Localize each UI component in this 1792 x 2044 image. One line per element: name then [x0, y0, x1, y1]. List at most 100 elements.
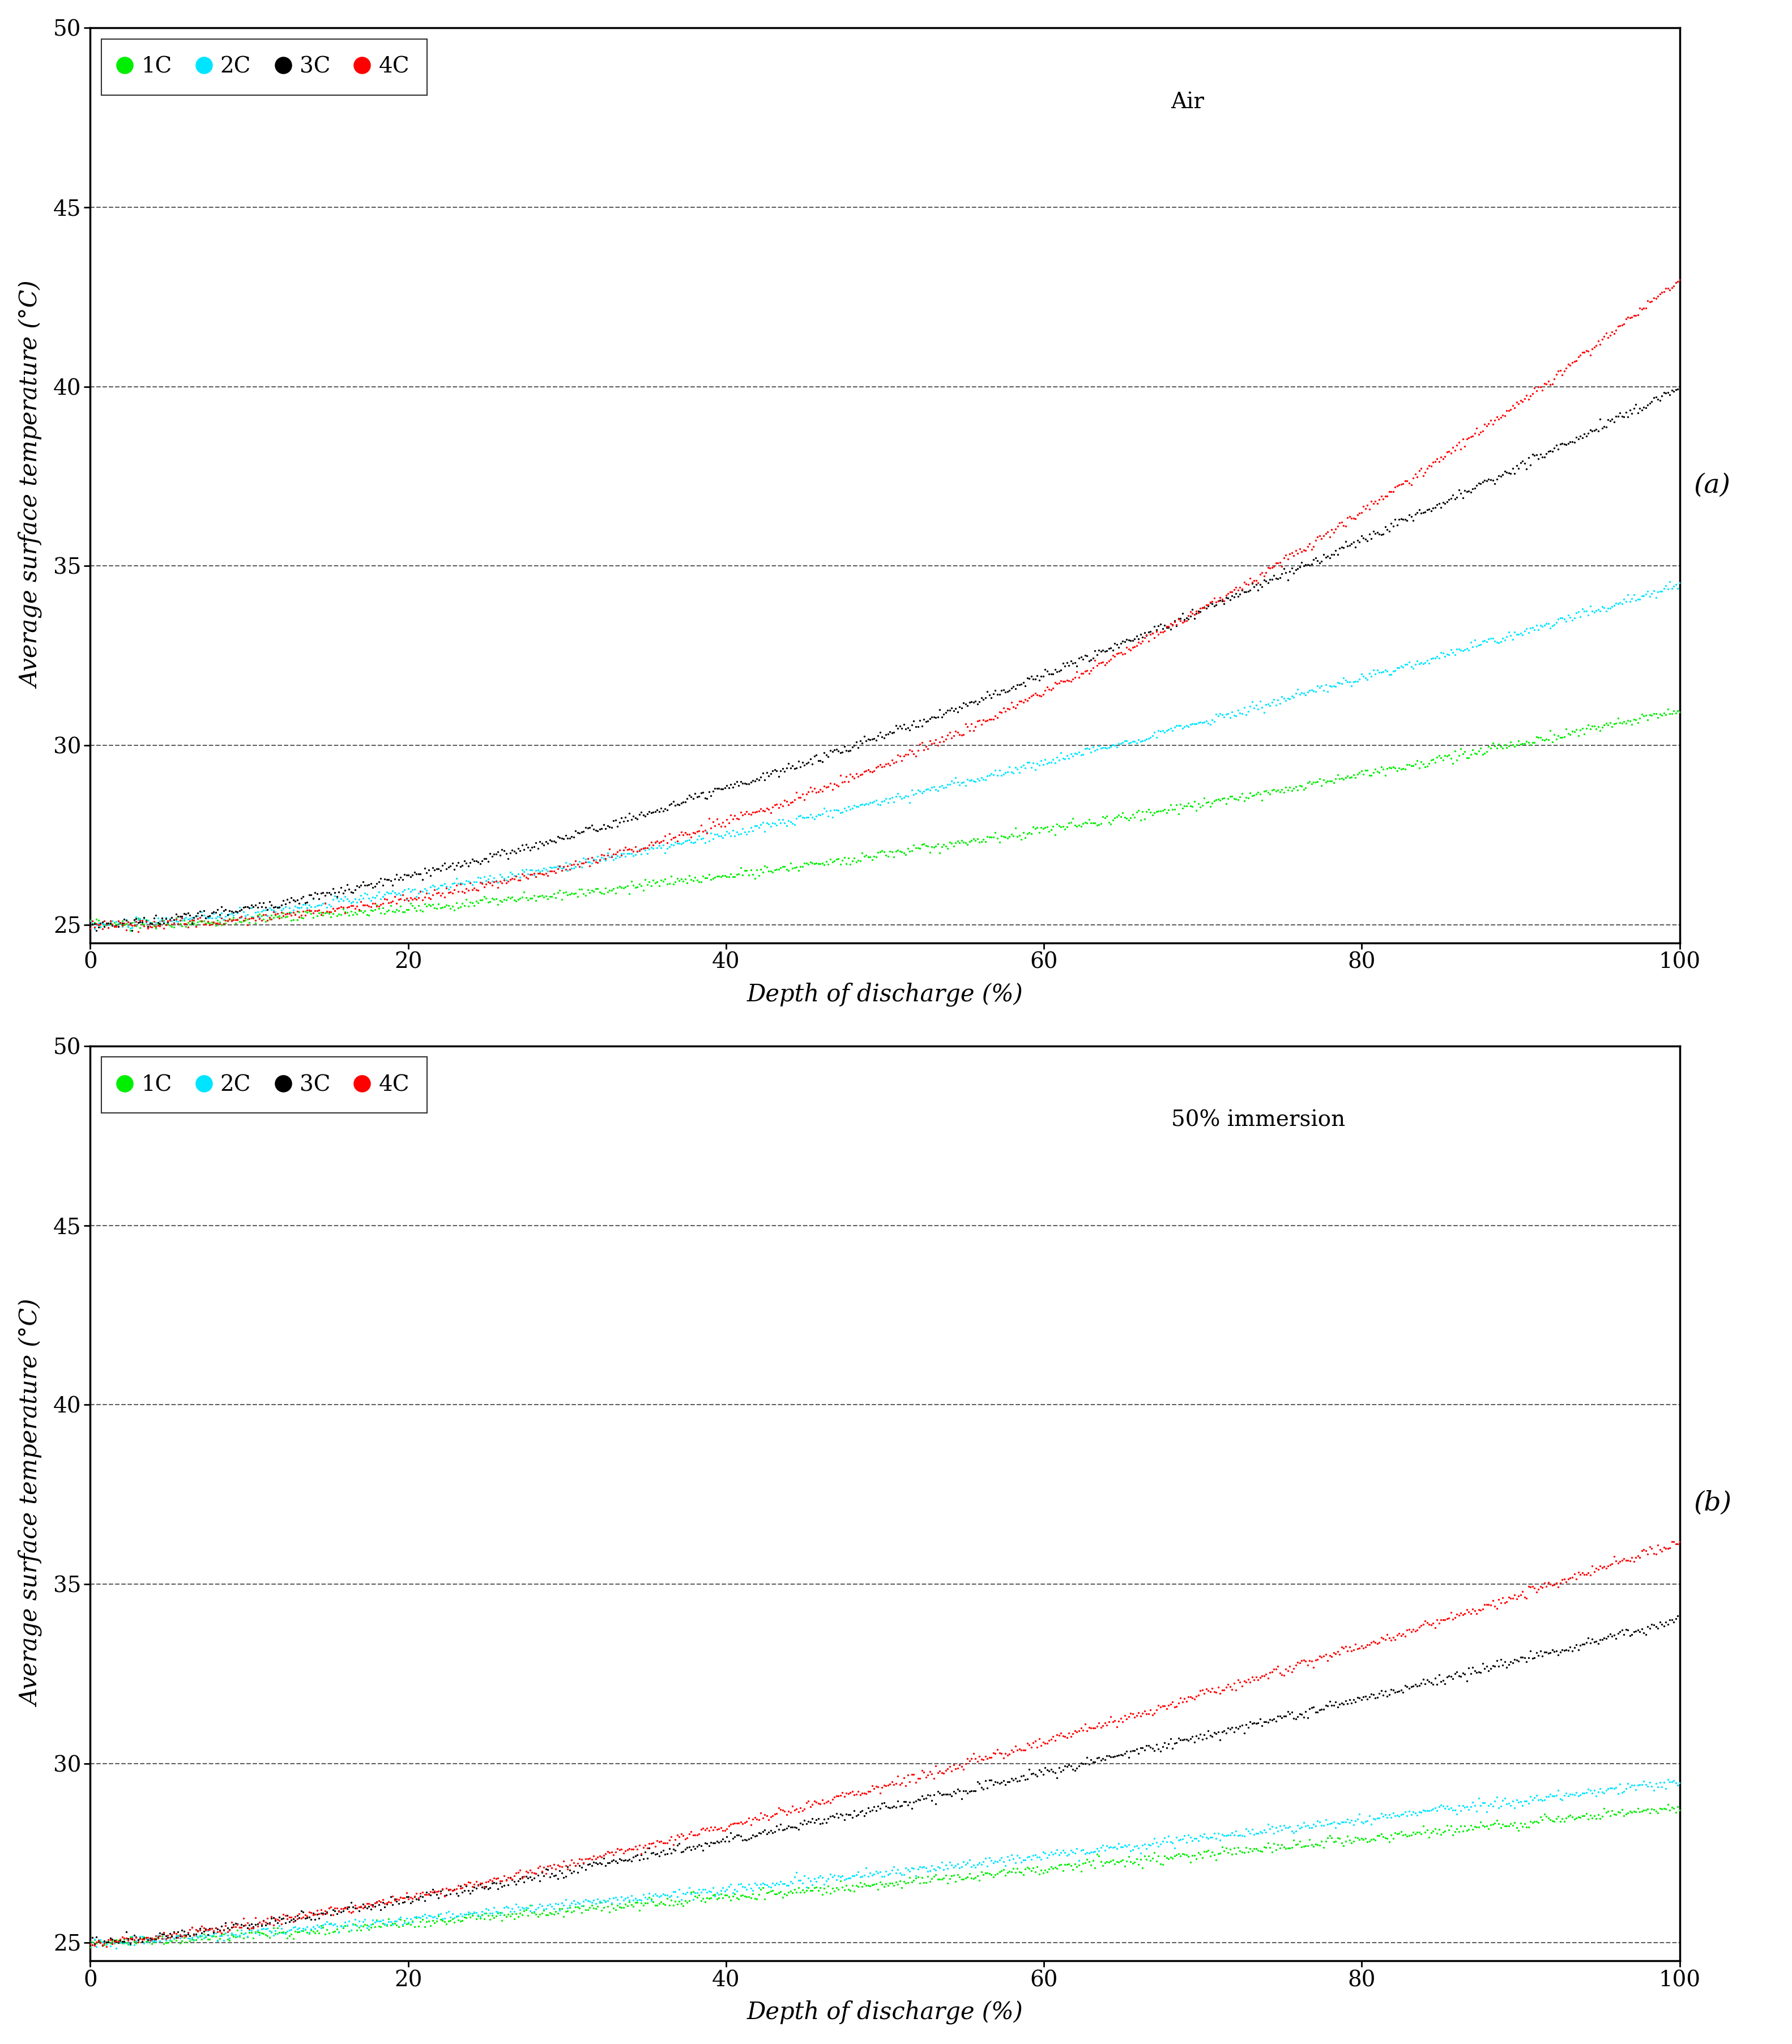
Point	[1437, 437, 1466, 470]
Point	[127, 1923, 156, 1956]
Point	[919, 726, 948, 758]
Point	[1158, 713, 1186, 746]
Point	[835, 848, 864, 881]
Point	[231, 901, 260, 934]
Point	[396, 1887, 425, 1919]
Point	[968, 1744, 996, 1776]
Point	[287, 891, 315, 924]
Point	[683, 816, 711, 848]
Point	[907, 1852, 935, 1885]
Point	[609, 838, 638, 871]
Point	[706, 1825, 735, 1858]
Point	[1057, 1721, 1086, 1754]
Point	[1457, 421, 1486, 454]
Point	[1430, 1605, 1459, 1637]
Point	[167, 901, 195, 934]
Point	[1598, 1619, 1627, 1652]
Point	[495, 1860, 523, 1893]
Point	[237, 1911, 265, 1944]
Point	[262, 1915, 290, 1948]
Point	[409, 1876, 437, 1909]
Point	[1480, 405, 1509, 437]
Point	[616, 1878, 645, 1911]
Point	[823, 1797, 851, 1829]
Point	[762, 1797, 790, 1829]
Point	[199, 1917, 228, 1950]
Point	[980, 816, 1009, 848]
Point	[1254, 687, 1283, 719]
Point	[1314, 764, 1342, 797]
Point	[1027, 1854, 1055, 1887]
Point	[321, 877, 349, 910]
Point	[869, 836, 898, 869]
Point	[480, 865, 509, 897]
Point	[737, 1809, 765, 1842]
Point	[125, 912, 154, 944]
Point	[1020, 746, 1048, 779]
Point	[446, 1897, 475, 1930]
Point	[690, 1887, 719, 1919]
Point	[237, 1913, 265, 1946]
Point	[636, 1885, 665, 1917]
Point	[1032, 654, 1061, 687]
Point	[695, 1874, 724, 1907]
Point	[1464, 1782, 1493, 1815]
Point	[1125, 1844, 1154, 1876]
Point	[776, 805, 805, 838]
Point	[461, 1895, 489, 1927]
Point	[468, 1899, 496, 1932]
Point	[229, 1901, 258, 1934]
Point	[183, 905, 211, 938]
Point	[1348, 658, 1376, 691]
Point	[79, 905, 108, 938]
Point	[1177, 791, 1206, 824]
Point	[762, 787, 790, 820]
Point	[289, 887, 317, 920]
Point	[143, 901, 172, 934]
Point	[1285, 1811, 1314, 1844]
Point	[1496, 458, 1525, 491]
Point	[154, 1921, 183, 1954]
Point	[826, 797, 855, 830]
Point	[742, 1868, 771, 1901]
Point	[593, 838, 622, 871]
Point	[271, 1899, 299, 1932]
Point	[991, 695, 1020, 728]
Point	[900, 738, 928, 771]
Point	[1138, 1842, 1167, 1874]
Point	[1346, 1631, 1374, 1664]
Point	[179, 903, 208, 936]
Point	[543, 1848, 572, 1880]
Point	[1172, 1684, 1201, 1717]
Point	[340, 1909, 369, 1942]
Point	[1541, 1566, 1570, 1598]
Point	[969, 1846, 998, 1878]
Point	[256, 903, 285, 936]
Point	[903, 1860, 932, 1893]
Point	[407, 1876, 435, 1909]
Point	[482, 865, 511, 897]
Point	[1104, 1739, 1133, 1772]
Point	[428, 1872, 457, 1905]
Point	[869, 1870, 898, 1903]
Point	[932, 830, 961, 863]
Point	[1055, 807, 1084, 840]
Point	[715, 1870, 744, 1903]
Point	[925, 1756, 953, 1788]
Point	[826, 758, 855, 791]
Point	[737, 1880, 765, 1913]
Point	[109, 903, 138, 936]
Point	[387, 861, 416, 893]
Point	[1634, 1793, 1663, 1825]
Point	[1179, 599, 1208, 632]
Point	[650, 1878, 679, 1911]
Point	[181, 1913, 210, 1946]
Point	[1308, 1641, 1337, 1674]
Point	[1607, 1793, 1636, 1825]
Point	[794, 1862, 823, 1895]
Point	[1419, 1793, 1448, 1825]
Point	[267, 1907, 296, 1940]
Point	[1545, 1639, 1573, 1672]
Point	[181, 1917, 210, 1950]
Point	[1586, 1772, 1615, 1805]
